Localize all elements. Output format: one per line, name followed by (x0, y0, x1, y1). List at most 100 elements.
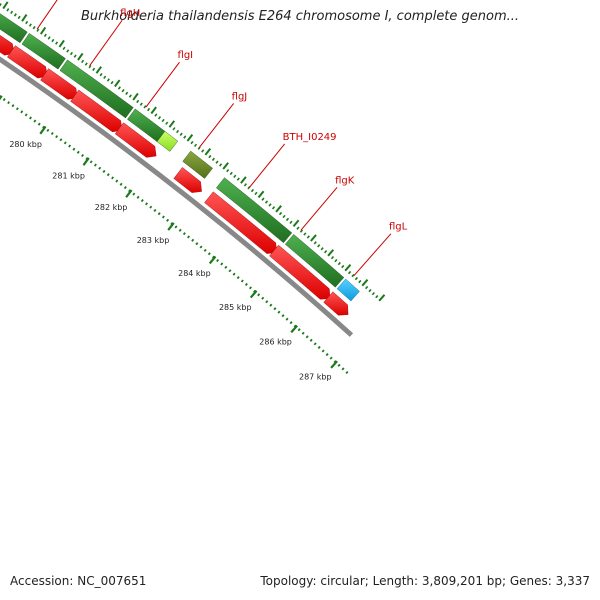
outer-tick (306, 235, 310, 239)
gene-label-flgh[interactable]: flgH (120, 8, 140, 19)
minor-tick (111, 176, 115, 180)
minor-tick (93, 163, 97, 167)
minor-tick (261, 296, 265, 300)
outer-tick (303, 232, 307, 236)
outer-tick (39, 26, 47, 35)
minor-tick (309, 338, 313, 342)
minor-tick (174, 225, 178, 229)
kbp-label: 283 kbp (137, 236, 170, 245)
outer-tick (268, 203, 272, 207)
map-title: Burkholderia thailandensis E264 chromoso… (80, 9, 520, 24)
minor-tick (345, 370, 349, 375)
outer-tick (320, 247, 324, 251)
outer-tick (289, 220, 293, 224)
outer-tick (278, 211, 283, 216)
gene-label-bth_i0249[interactable]: BTH_I0249 (283, 132, 337, 143)
minor-tick (224, 265, 228, 269)
outer-tick (275, 205, 282, 213)
gene-label-flgk[interactable]: flgK (335, 175, 355, 186)
minor-tick (232, 272, 236, 276)
outer-tick (226, 168, 230, 173)
outer-tick (81, 59, 85, 64)
minor-tick (317, 345, 321, 349)
gene-callout-line (198, 103, 235, 148)
outer-tick (62, 46, 66, 51)
minor-tick (24, 113, 28, 117)
gene-track (0, 8, 360, 302)
minor-tick (157, 212, 161, 216)
minor-tick (102, 169, 106, 173)
outer-tick (317, 244, 321, 248)
outer-tick (179, 132, 183, 136)
outer-tick (92, 67, 96, 72)
outer-tick (121, 88, 125, 93)
gene-label-flgl[interactable]: flgL (389, 222, 408, 233)
outer-tick (236, 177, 240, 181)
outer-tick (299, 229, 303, 233)
cds-arrow[interactable] (173, 167, 202, 193)
gene-bar-flgg[interactable] (21, 33, 66, 70)
cds-arrow[interactable] (114, 122, 157, 158)
minor-tick (240, 279, 244, 283)
cds-arrow[interactable] (269, 244, 331, 300)
outer-tick (368, 288, 372, 293)
outer-tick (2, 1, 9, 10)
minor-tick (297, 328, 301, 332)
outer-tick (354, 276, 359, 281)
minor-tick (273, 307, 277, 311)
gene-bar-flgl[interactable] (284, 234, 345, 288)
minor-tick (191, 238, 195, 242)
outer-tick (0, 3, 2, 7)
minor-tick (216, 258, 220, 263)
outer-tick (165, 121, 169, 125)
minor-tick (11, 104, 15, 108)
outer-tick (193, 143, 198, 148)
minor-tick (203, 248, 207, 252)
outer-tick (176, 129, 180, 134)
minor-tick (166, 218, 170, 222)
outer-tick (99, 72, 103, 77)
outer-tick (186, 134, 194, 142)
gene-bar-partial[interactable] (336, 278, 360, 302)
gene-bar-flgh[interactable] (59, 59, 134, 119)
outer-tick (147, 107, 151, 112)
outer-tick (211, 157, 215, 162)
minor-tick (170, 222, 174, 226)
minor-tick (2, 98, 6, 102)
outer-tick (264, 200, 269, 204)
minor-tick (37, 122, 41, 126)
minor-tick (329, 356, 333, 360)
minor-tick (333, 360, 337, 364)
backbone-line (0, 56, 354, 337)
outer-tick (125, 91, 129, 96)
gene-label-flgj[interactable]: flgJ (232, 91, 248, 102)
outer-tick (51, 38, 55, 43)
minor-tick (119, 182, 123, 186)
minor-tick (15, 107, 19, 111)
gene-bar-flgf[interactable] (0, 8, 28, 44)
minor-tick (20, 110, 24, 114)
gene-bar-flgk[interactable] (216, 177, 293, 244)
minor-tick (281, 314, 285, 318)
gene-callout-line (353, 233, 392, 277)
outer-tick (190, 140, 194, 145)
gene-label-flgi[interactable]: flgI (178, 50, 194, 61)
kbp-label: 287 kbp (299, 373, 332, 382)
gene-bar-bth_i0249[interactable] (182, 150, 213, 179)
outer-tick (254, 191, 258, 196)
minor-tick (207, 252, 211, 256)
gene-callout-line (249, 143, 286, 188)
backbone-track (0, 56, 354, 337)
outer-tick (66, 49, 70, 53)
kbp-label: 284 kbp (178, 269, 211, 278)
outer-tick (139, 102, 143, 106)
outer-tick (157, 116, 162, 120)
minor-tick (265, 300, 269, 304)
gene-callout-line (89, 19, 123, 67)
minor-tick (257, 293, 261, 297)
gene-bar-flgj[interactable] (156, 130, 179, 152)
cds-arrow[interactable] (323, 291, 349, 316)
minor-tick (132, 192, 136, 196)
